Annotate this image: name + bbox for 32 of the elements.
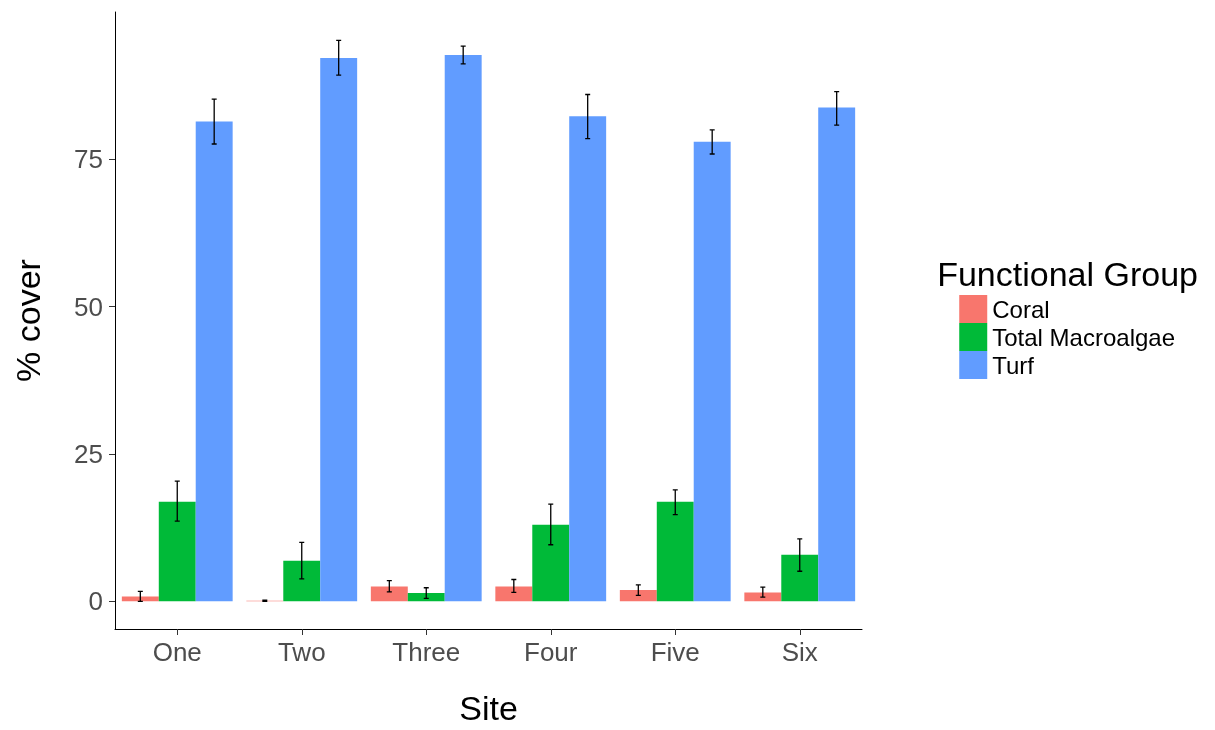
bar bbox=[656, 501, 694, 602]
bar bbox=[693, 141, 731, 602]
bar bbox=[619, 590, 657, 602]
x-tick-label: Five bbox=[650, 637, 700, 667]
legend-label: Turf bbox=[992, 351, 1035, 379]
bar bbox=[195, 121, 233, 602]
x-tick-label: One bbox=[152, 637, 202, 667]
x-tick-label: Three bbox=[392, 637, 461, 667]
bar bbox=[158, 501, 196, 602]
x-tick-label: Two bbox=[277, 637, 326, 667]
legend-label: Total Macroalgae bbox=[992, 323, 1175, 351]
bar bbox=[495, 586, 533, 602]
bar bbox=[444, 55, 482, 602]
bar bbox=[320, 57, 358, 602]
y-axis-title: % cover bbox=[9, 259, 47, 382]
legend-label: Coral bbox=[992, 295, 1050, 323]
bar bbox=[407, 593, 445, 602]
bar bbox=[818, 107, 856, 602]
x-axis-title: Site bbox=[459, 689, 518, 727]
y-tick-label: 25 bbox=[74, 438, 103, 469]
y-tick-label: 0 bbox=[88, 586, 103, 617]
bar bbox=[370, 586, 408, 602]
y-tick-label: 50 bbox=[74, 291, 103, 322]
legend-title: Functional Group bbox=[937, 255, 1198, 293]
y-tick-label: 75 bbox=[74, 144, 103, 175]
bar bbox=[781, 554, 819, 602]
bar bbox=[744, 592, 782, 602]
bar bbox=[283, 560, 321, 602]
bar bbox=[532, 524, 570, 602]
x-tick-label: Four bbox=[524, 637, 578, 667]
bar bbox=[569, 116, 607, 602]
x-tick-label: Six bbox=[781, 637, 818, 667]
